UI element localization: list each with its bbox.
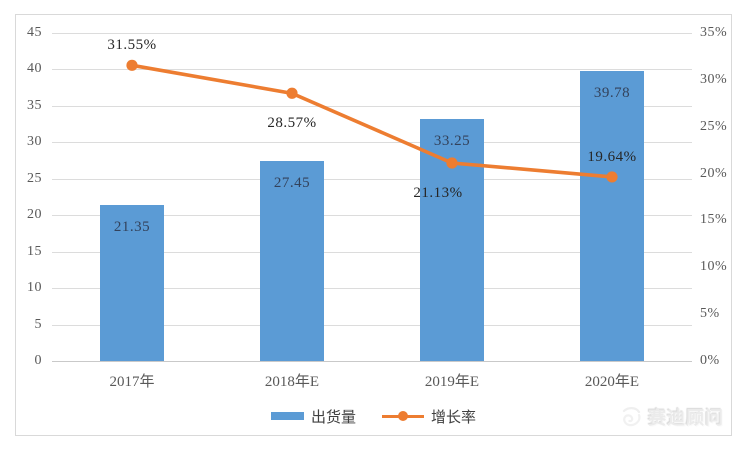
y-axis-left-tick: 35 [27, 98, 42, 113]
line-point-marker [606, 171, 618, 183]
line-data-label: 31.55% [107, 37, 157, 53]
y-axis-left-tick: 45 [27, 25, 42, 40]
x-axis-tick: 2017年 [109, 374, 155, 390]
bar-series-swatch [270, 412, 304, 420]
line-data-label: 19.64% [587, 149, 637, 165]
y-axis-right-tick: 30% [700, 72, 728, 87]
gridline [52, 252, 692, 253]
y-axis-left-tick: 15 [27, 244, 42, 259]
line-data-label: 21.13% [413, 185, 463, 201]
y-axis-left-tick: 25 [27, 171, 42, 186]
gridline [52, 215, 692, 216]
gridline [52, 179, 692, 180]
x-axis-tick: 2018年E [264, 374, 320, 390]
x-axis-tick: 2020年E [584, 374, 640, 390]
growth-rate-line-series [126, 59, 618, 183]
gridline [52, 69, 692, 70]
legend-label: 增长率 [431, 409, 477, 426]
line-series-swatch [382, 410, 424, 422]
y-axis-right-tick: 5% [700, 306, 720, 321]
ccid-logo-icon [622, 407, 641, 427]
y-axis-left-tick: 40 [27, 61, 42, 76]
bar-2017年 [100, 205, 164, 361]
watermark-logo: 赛迪顾问 [620, 404, 724, 430]
bar-data-label: 27.45 [273, 175, 311, 191]
y-axis-right-tick: 0% [700, 353, 720, 368]
growth-rate-line [130, 63, 614, 179]
gridline [52, 325, 692, 326]
gridline [52, 361, 692, 362]
bar-data-label: 33.25 [433, 133, 471, 149]
line-point-marker [126, 59, 138, 71]
gridline [52, 142, 692, 143]
bar-data-label: 21.35 [113, 219, 151, 235]
y-axis-right-tick: 15% [700, 212, 728, 227]
gridline [52, 288, 692, 289]
x-axis-tick: 2019年E [424, 374, 480, 390]
bar-data-label: 39.78 [593, 85, 631, 101]
gridline [52, 106, 692, 107]
watermark-text: 赛迪顾问 [648, 408, 724, 428]
legend-item-growth-rate: 增长率 [382, 406, 476, 427]
legend-label: 出货量 [310, 409, 356, 426]
bar-2020年E [580, 71, 644, 361]
y-axis-right-tick: 25% [700, 119, 728, 134]
legend-item-shipments: 出货量 [270, 406, 356, 427]
bar-2018年E [260, 161, 324, 361]
line-data-label: 28.57% [267, 115, 317, 131]
line-point-marker [446, 157, 458, 169]
y-axis-left-tick: 20 [27, 207, 42, 222]
y-axis-right-tick: 20% [700, 166, 728, 181]
y-axis-right-tick: 35% [700, 25, 728, 40]
line-swatch-marker [398, 411, 408, 421]
line-point-marker [286, 87, 298, 99]
legend: 出货量 增长率 [15, 404, 732, 428]
y-axis-left-tick: 10 [27, 280, 42, 295]
y-axis-left-tick: 0 [34, 353, 42, 368]
gridline [52, 33, 692, 34]
y-axis-left-tick: 30 [27, 134, 42, 149]
y-axis-left-tick: 5 [34, 317, 42, 332]
y-axis-right-tick: 10% [700, 259, 728, 274]
